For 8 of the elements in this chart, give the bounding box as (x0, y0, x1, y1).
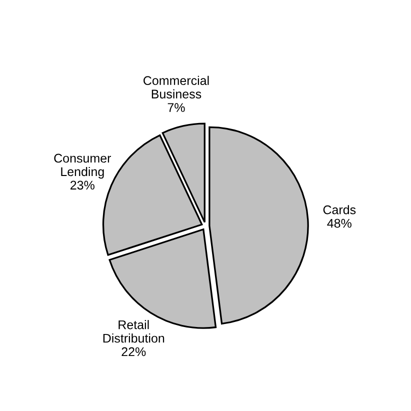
slice-label: Consumer Lending (54, 154, 112, 179)
data-label: 7% (168, 103, 185, 112)
slice-label: Cards (323, 205, 356, 214)
data-label: 48% (327, 218, 352, 228)
data-label: 22% (122, 347, 146, 356)
slice-label: Commercial Business (144, 76, 209, 98)
slice-label: Retail Distribution (103, 320, 164, 343)
data-label: 23% (70, 180, 94, 190)
